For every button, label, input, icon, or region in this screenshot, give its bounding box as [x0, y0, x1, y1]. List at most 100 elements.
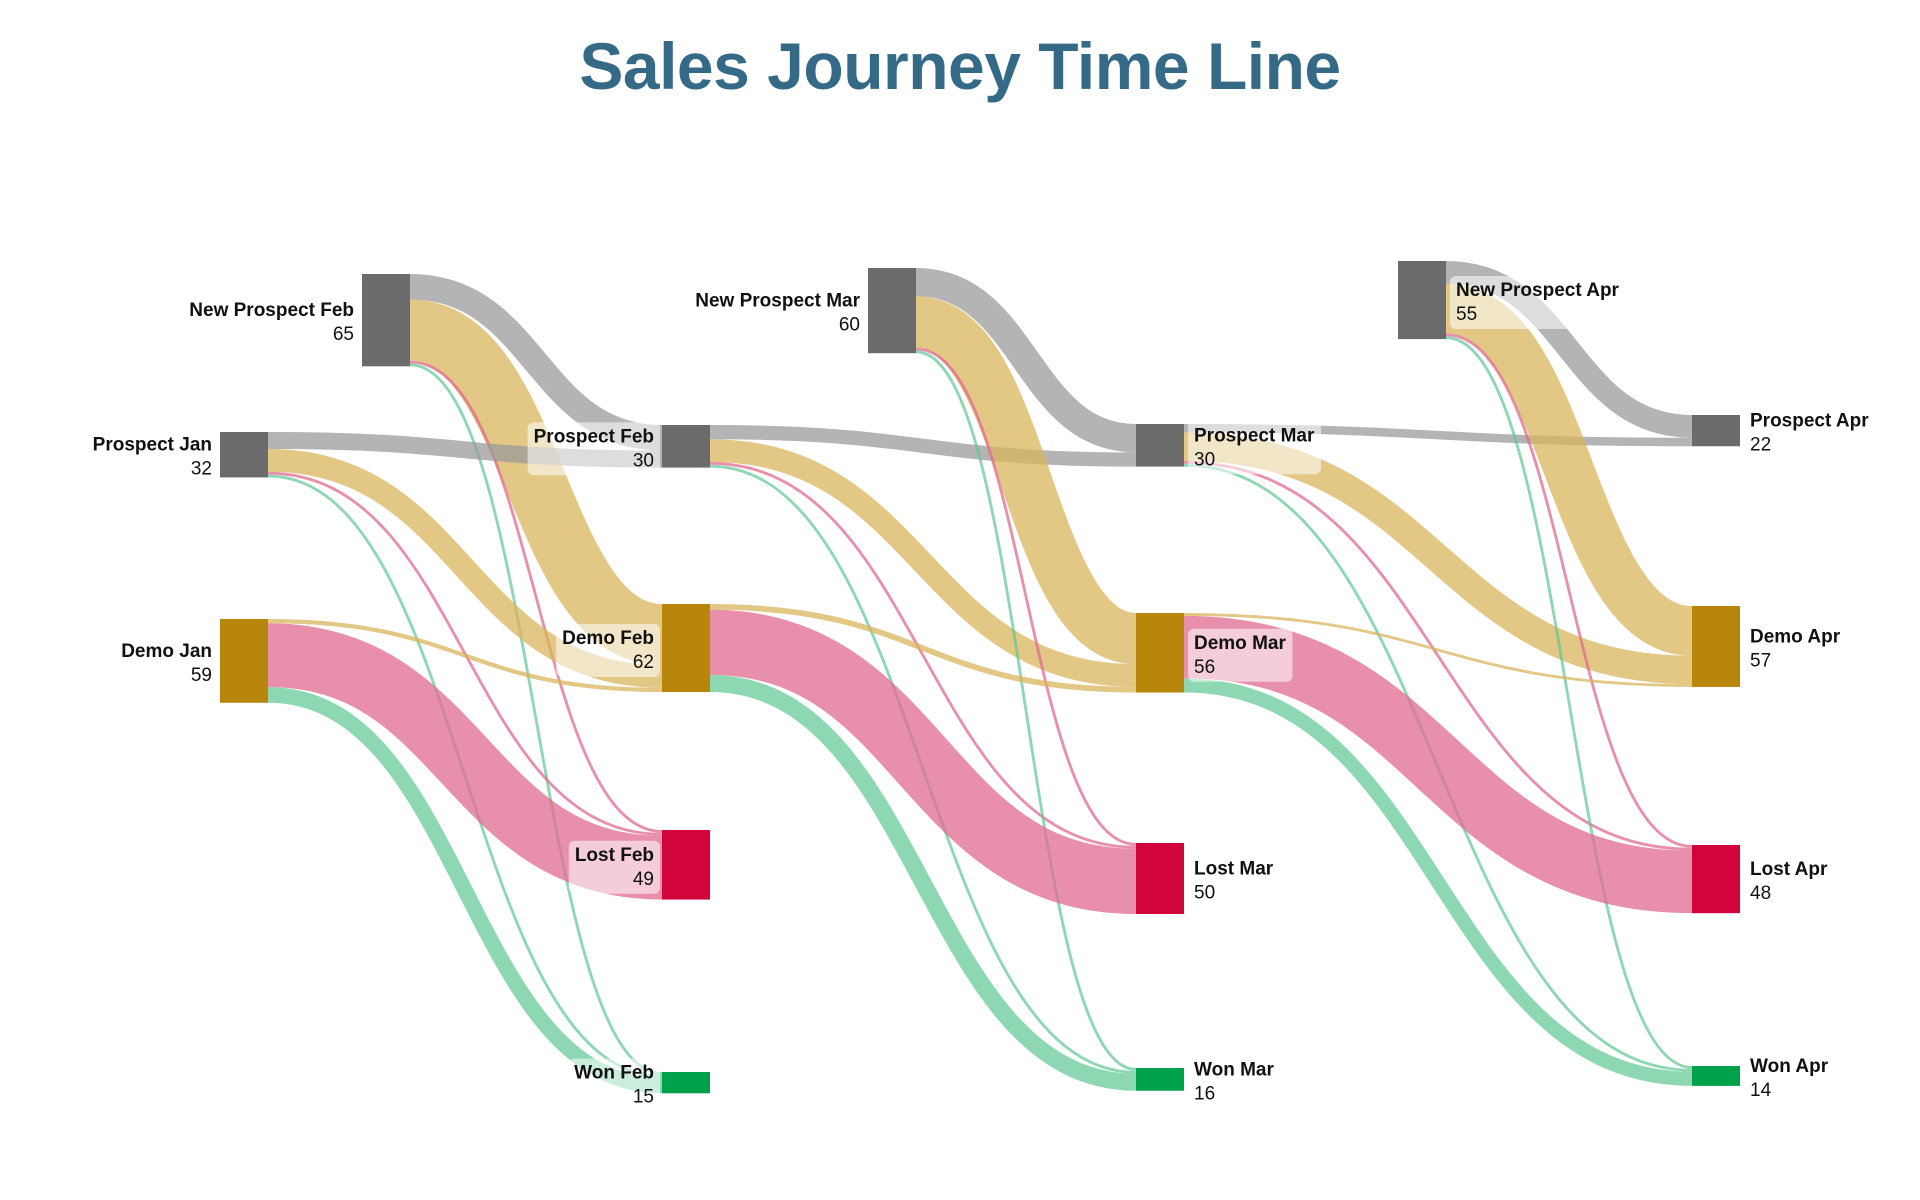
- node-label-demo_jan: Demo Jan 59: [115, 636, 218, 690]
- node-newprospect_feb[interactable]: [362, 274, 410, 367]
- node-value: 49: [633, 869, 654, 890]
- node-demo_apr[interactable]: [1692, 606, 1740, 687]
- label-backdrop: [1188, 628, 1293, 682]
- node-lost_apr[interactable]: [1692, 845, 1740, 914]
- label-backdrop: [115, 636, 218, 690]
- node-label-prospect_mar: Prospect Mar 30: [1188, 421, 1321, 475]
- node-won_mar[interactable]: [1136, 1068, 1184, 1091]
- node-label-demo_feb: Demo Feb 62: [556, 624, 660, 678]
- node-name: Won Feb: [574, 1063, 654, 1084]
- link-newprospect_feb-to-demo_feb[interactable]: [407, 299, 665, 666]
- node-value: 60: [839, 315, 860, 336]
- node-name: New Prospect Mar: [695, 291, 860, 312]
- node-name: Won Apr: [1750, 1056, 1829, 1077]
- node-label-newprospect_feb: New Prospect Feb 65: [183, 296, 360, 350]
- node-value: 62: [633, 652, 654, 673]
- node-value: 15: [633, 1087, 654, 1108]
- node-name: Prospect Jan: [93, 435, 212, 456]
- node-value: 32: [191, 459, 212, 480]
- node-newprospect_apr[interactable]: [1398, 261, 1446, 340]
- label-backdrop: [1744, 622, 1847, 676]
- node-value: 16: [1194, 1083, 1215, 1104]
- node-label-won_feb: Won Feb 15: [568, 1058, 660, 1112]
- node-prospect_apr[interactable]: [1692, 415, 1740, 447]
- link-demo_feb-to-won_mar[interactable]: [709, 675, 1137, 1091]
- node-value: 48: [1750, 883, 1771, 904]
- link-newprospect_mar-to-prospect_mar[interactable]: [915, 268, 1137, 453]
- node-name: New Prospect Apr: [1456, 280, 1620, 301]
- node-name: Lost Mar: [1194, 859, 1274, 880]
- node-value: 14: [1750, 1080, 1772, 1101]
- node-demo_mar[interactable]: [1136, 613, 1184, 693]
- links-layer: [267, 261, 1695, 1094]
- node-name: Prospect Feb: [534, 426, 654, 447]
- node-label-newprospect_apr: New Prospect Apr 55: [1450, 276, 1626, 330]
- node-value: 22: [1750, 435, 1771, 456]
- node-value: 30: [633, 450, 654, 471]
- label-backdrop: [86, 430, 218, 484]
- link-demo_jan-to-demo_feb[interactable]: [267, 619, 663, 693]
- node-name: Lost Feb: [575, 845, 654, 866]
- nodes-layer: [220, 261, 1740, 1094]
- link-demo_mar-to-won_apr[interactable]: [1183, 678, 1693, 1086]
- link-prospect_feb-to-demo_mar[interactable]: [709, 439, 1137, 687]
- node-value: 59: [191, 665, 212, 686]
- labels-layer: Prospect Jan 32 Demo Jan 59 New Prospect Feb…: [86, 276, 1876, 1112]
- node-demo_feb[interactable]: [662, 604, 710, 693]
- label-backdrop: [1188, 854, 1280, 908]
- node-name: Demo Apr: [1750, 626, 1841, 647]
- node-label-prospect_jan: Prospect Jan 32: [86, 430, 218, 484]
- node-value: 55: [1456, 304, 1477, 325]
- link-newprospect_mar-to-demo_mar[interactable]: [913, 296, 1139, 665]
- node-label-won_apr: Won Apr 14: [1744, 1051, 1835, 1105]
- label-backdrop: [183, 296, 360, 350]
- label-backdrop: [568, 840, 660, 894]
- label-backdrop: [556, 624, 660, 678]
- link-newprospect_apr-to-won_apr[interactable]: [1445, 336, 1693, 1069]
- node-name: Lost Apr: [1750, 859, 1828, 880]
- link-demo_feb-to-lost_mar[interactable]: [709, 609, 1137, 914]
- link-newprospect_apr-to-lost_apr[interactable]: [1445, 333, 1693, 848]
- node-label-lost_mar: Lost Mar 50: [1188, 854, 1280, 908]
- node-won_apr[interactable]: [1692, 1066, 1740, 1086]
- node-label-won_mar: Won Mar 16: [1188, 1055, 1281, 1109]
- node-lost_mar[interactable]: [1136, 843, 1184, 914]
- label-backdrop: [568, 1058, 660, 1112]
- label-backdrop: [527, 422, 660, 476]
- node-value: 57: [1750, 650, 1771, 671]
- link-newprospect_feb-to-lost_feb[interactable]: [409, 360, 663, 833]
- node-label-demo_mar: Demo Mar 56: [1188, 628, 1293, 682]
- node-value: 30: [1194, 449, 1215, 470]
- node-label-demo_apr: Demo Apr 57: [1744, 622, 1847, 676]
- link-demo_feb-to-demo_mar[interactable]: [709, 604, 1137, 693]
- link-prospect_feb-to-lost_mar[interactable]: [709, 461, 1137, 849]
- node-demo_jan[interactable]: [220, 619, 268, 703]
- label-backdrop: [1188, 1055, 1281, 1109]
- node-label-prospect_apr: Prospect Apr 22: [1744, 406, 1876, 460]
- node-label-lost_apr: Lost Apr 48: [1744, 855, 1835, 909]
- link-prospect_mar-to-lost_apr[interactable]: [1183, 460, 1693, 851]
- node-name: Prospect Apr: [1750, 411, 1869, 432]
- node-lost_feb[interactable]: [662, 830, 710, 900]
- node-label-prospect_feb: Prospect Feb 30: [527, 422, 660, 476]
- link-newprospect_mar-to-won_mar[interactable]: [915, 350, 1137, 1071]
- node-prospect_feb[interactable]: [662, 425, 710, 468]
- link-prospect_feb-to-prospect_mar[interactable]: [709, 425, 1137, 467]
- node-prospect_mar[interactable]: [1136, 424, 1184, 467]
- node-name: Demo Mar: [1194, 633, 1286, 654]
- node-prospect_jan[interactable]: [220, 432, 268, 478]
- node-value: 50: [1194, 883, 1215, 904]
- node-name: Demo Feb: [562, 628, 654, 649]
- label-backdrop: [1744, 1051, 1835, 1105]
- label-backdrop: [1744, 406, 1876, 460]
- node-won_feb[interactable]: [662, 1072, 710, 1094]
- node-newprospect_mar[interactable]: [868, 268, 916, 354]
- link-newprospect_mar-to-lost_mar[interactable]: [915, 347, 1137, 846]
- node-name: Won Mar: [1194, 1059, 1274, 1080]
- node-name: Prospect Mar: [1194, 425, 1315, 446]
- node-name: Demo Jan: [121, 641, 212, 662]
- link-demo_mar-to-demo_apr[interactable]: [1183, 613, 1693, 687]
- link-newprospect_feb-to-won_feb[interactable]: [409, 363, 663, 1075]
- node-label-newprospect_mar: New Prospect Mar 60: [689, 286, 867, 340]
